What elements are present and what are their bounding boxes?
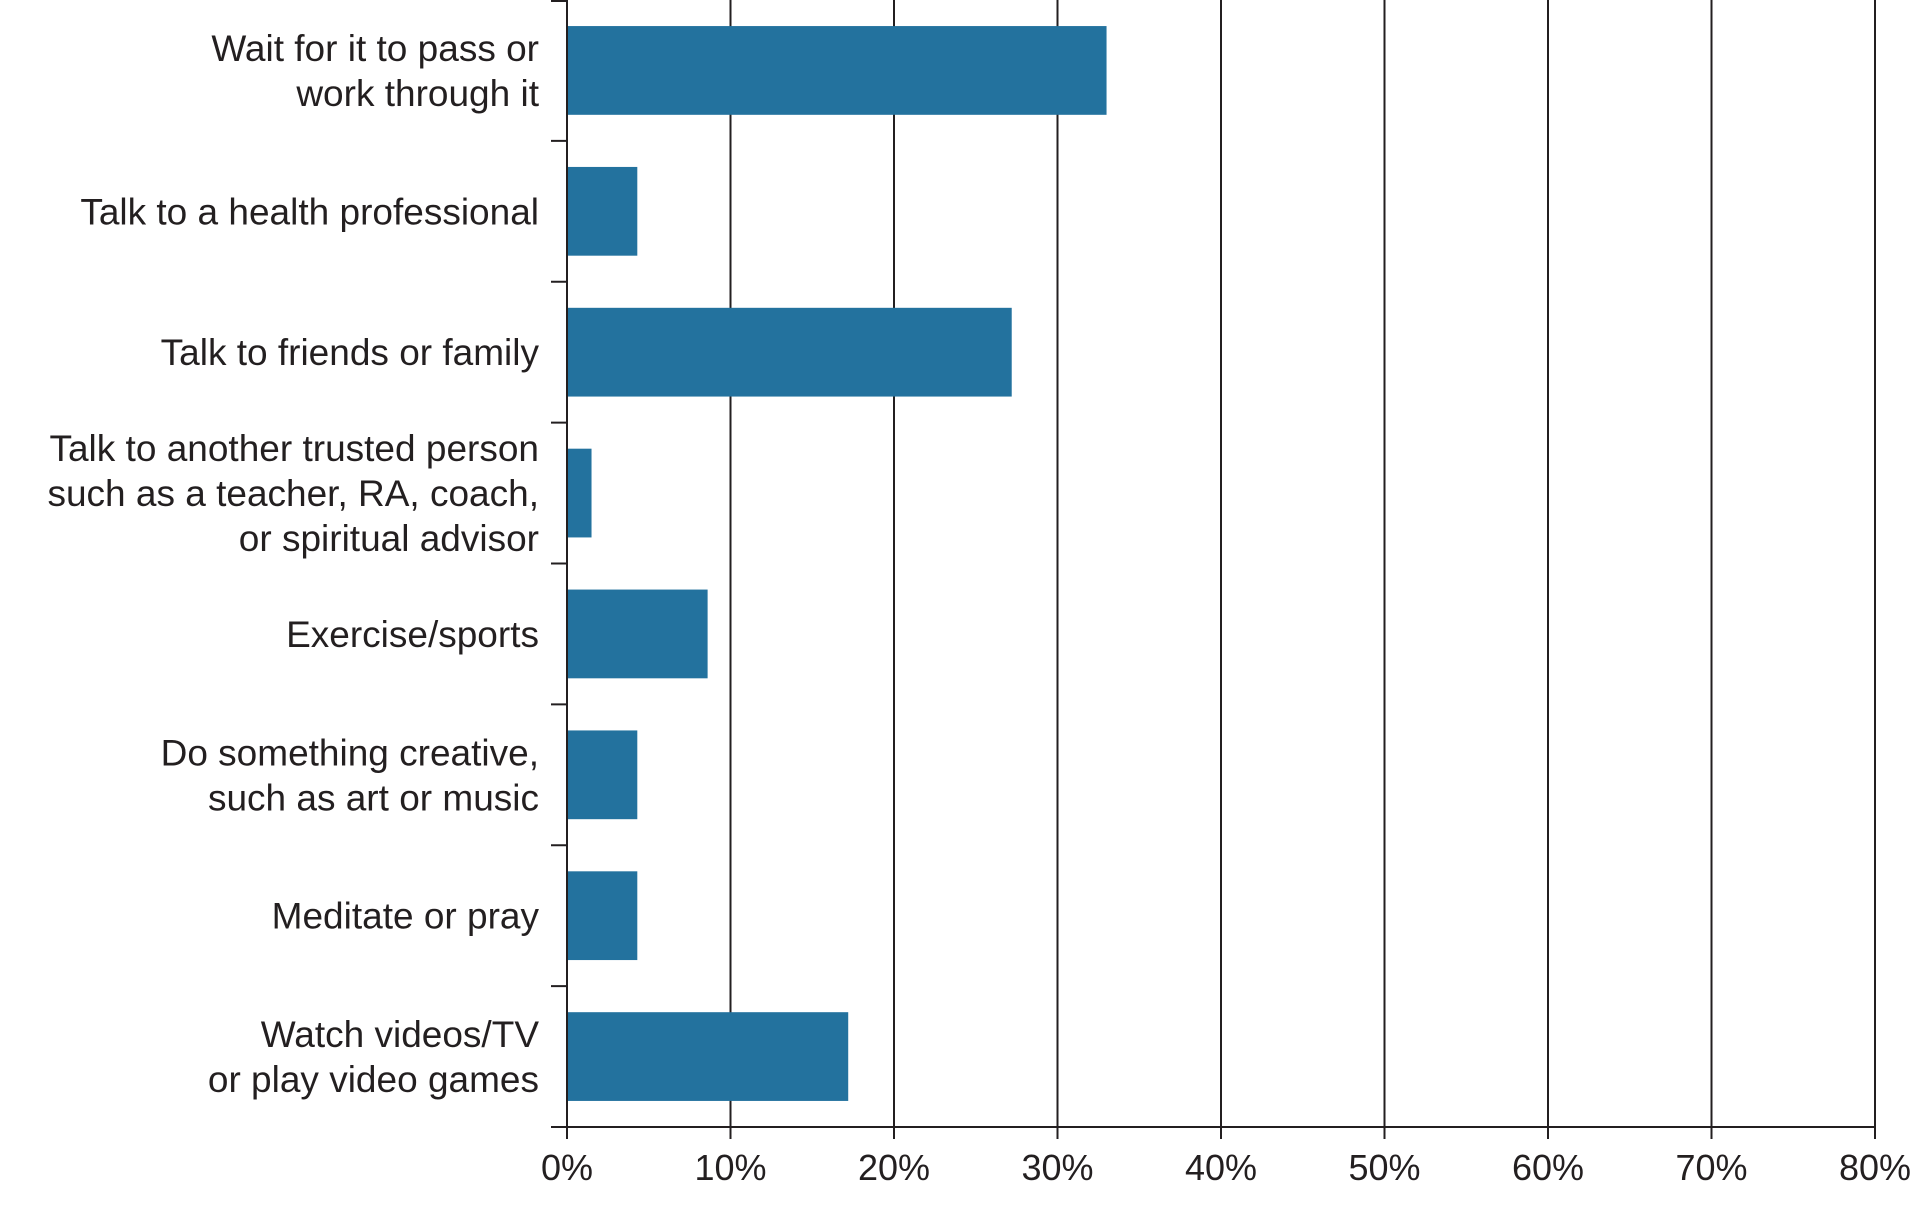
category-label: Do something creative, such as art or mus… [161,732,539,818]
x-tick-label: 30% [1021,1147,1093,1188]
x-tick-label: 40% [1185,1147,1257,1188]
bar [567,871,638,961]
x-tick-label: 50% [1348,1147,1420,1188]
category-label: Talk to friends or family [161,332,540,373]
x-tick-label: 10% [694,1147,766,1188]
category-label: Exercise/sports [286,614,539,655]
x-tick-label: 60% [1512,1147,1584,1188]
bar [567,307,1012,397]
category-labels: Wait for it to pass or work through it Tal… [47,28,539,1100]
bar [567,589,708,679]
category-label: Talk to a health professional [80,191,539,232]
bar [567,26,1107,115]
axes [551,0,1876,1139]
bar [567,1012,849,1101]
x-tick-label: 70% [1675,1147,1747,1188]
x-tick-label: 20% [858,1147,930,1188]
category-label: Talk to another trusted person such as a … [47,428,539,559]
x-tick-label: 0% [541,1147,593,1188]
x-tick-label: 80% [1839,1147,1911,1188]
category-label: Meditate or pray [272,896,540,937]
category-label: Wait for it to pass or work through it [211,28,539,114]
category-label: Watch videos/TV or play video games [208,1014,539,1100]
bar [567,448,592,538]
tick-labels: 0% 10% 20% 30% 40% 50% 60% 70% 80% [541,1147,1911,1188]
bar [567,166,638,256]
gridlines [729,0,1876,1127]
bars [567,26,1107,1101]
bar [567,730,638,820]
